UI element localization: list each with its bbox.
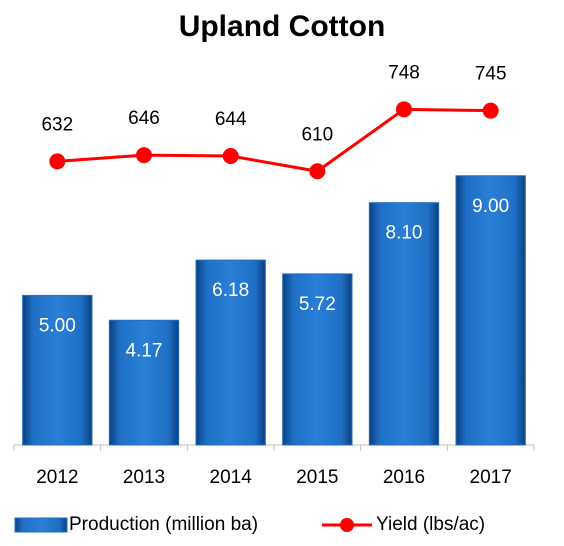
bar bbox=[282, 273, 353, 446]
legend-swatch bbox=[14, 517, 68, 533]
bar-value-label: 8.10 bbox=[386, 223, 423, 244]
line-value-label: 646 bbox=[128, 108, 160, 129]
line-value-label: 610 bbox=[301, 124, 333, 145]
line-marker bbox=[482, 102, 499, 119]
line-marker bbox=[49, 153, 66, 170]
x-tick-label: 2015 bbox=[296, 467, 338, 488]
bar bbox=[195, 259, 266, 446]
bar-value-label: 4.17 bbox=[126, 340, 163, 361]
line-marker bbox=[222, 148, 239, 165]
bar-value-label: 5.72 bbox=[299, 294, 336, 315]
legend-label: Yield (lbs/ac) bbox=[376, 514, 485, 535]
line-marker bbox=[396, 101, 412, 118]
line-marker bbox=[309, 163, 326, 180]
legend-label: Production (million ba) bbox=[69, 514, 258, 535]
bar-value-label: 5.00 bbox=[39, 315, 76, 336]
x-tick-label: 2013 bbox=[123, 467, 165, 488]
x-tick-label: 2016 bbox=[383, 467, 425, 488]
x-tick-label: 2014 bbox=[210, 467, 253, 488]
bar bbox=[22, 294, 93, 446]
line-value-label: 745 bbox=[475, 64, 507, 85]
line bbox=[57, 107, 491, 173]
bar-value-label: 6.18 bbox=[212, 280, 249, 301]
bar-value-label: 9.00 bbox=[472, 196, 509, 217]
line-value-label: 748 bbox=[388, 62, 420, 83]
bar bbox=[108, 319, 180, 446]
line-value-label: 644 bbox=[215, 109, 247, 130]
chart-title: Upland Cotton bbox=[179, 10, 386, 43]
x-tick-label: 2012 bbox=[36, 467, 78, 488]
legend-swatch-marker bbox=[340, 518, 354, 532]
x-tick-label: 2017 bbox=[470, 467, 512, 488]
bar bbox=[455, 175, 526, 446]
line-marker bbox=[136, 147, 152, 164]
line-value-label: 632 bbox=[41, 114, 73, 135]
bar bbox=[368, 202, 440, 446]
